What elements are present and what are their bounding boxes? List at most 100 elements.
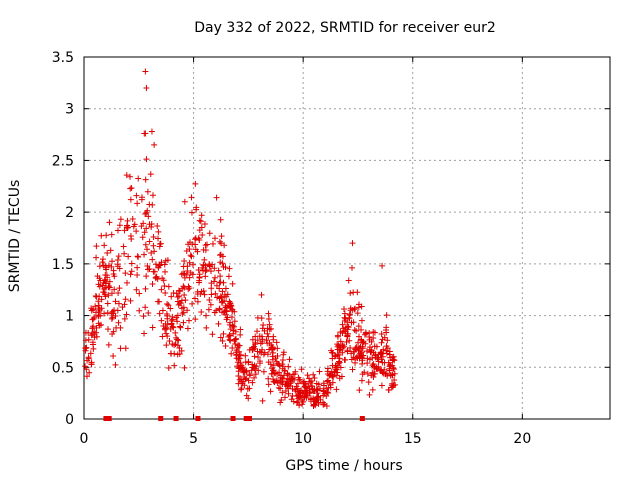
data-point [324, 365, 331, 372]
data-point [172, 329, 179, 336]
data-point [226, 332, 233, 339]
data-point [229, 345, 236, 352]
data-point [245, 359, 252, 366]
data-point [221, 242, 228, 249]
data-point [149, 280, 156, 287]
data-point [169, 323, 176, 330]
data-point [142, 130, 149, 137]
data-point [249, 336, 256, 343]
data-point [96, 263, 103, 270]
data-point [134, 272, 141, 279]
data-point [162, 326, 169, 333]
data-point [243, 367, 250, 374]
data-point [366, 391, 373, 398]
data-point [101, 285, 108, 292]
data-point [258, 349, 265, 356]
data-point [302, 390, 309, 397]
data-point [252, 371, 259, 378]
data-point [209, 240, 216, 247]
data-point [323, 403, 330, 410]
y-tick-label: 2.5 [52, 153, 74, 169]
data-point [135, 175, 142, 182]
data-point [141, 229, 148, 236]
data-point [127, 297, 134, 304]
data-point [351, 327, 358, 334]
data-point [219, 260, 226, 267]
data-point [102, 264, 109, 271]
data-point [320, 401, 327, 408]
data-point [217, 252, 224, 259]
data-point [185, 286, 192, 293]
data-point [196, 237, 203, 244]
data-point [101, 310, 108, 317]
data-point [280, 349, 287, 356]
data-point [128, 268, 135, 275]
data-point [211, 235, 218, 242]
data-point [194, 298, 201, 305]
data-point [232, 328, 239, 335]
data-point [88, 359, 95, 366]
data-point [112, 312, 119, 319]
data-point [174, 336, 181, 343]
data-point [111, 273, 118, 280]
data-point [82, 363, 89, 370]
data-point [117, 345, 124, 352]
data-point [342, 356, 349, 363]
data-point [134, 264, 141, 271]
data-point [181, 364, 188, 371]
data-point [346, 337, 353, 344]
data-point [370, 374, 377, 381]
data-point [97, 312, 104, 319]
data-point [85, 329, 92, 336]
data-point [90, 306, 97, 313]
data-point [324, 378, 331, 385]
data-point [109, 290, 116, 297]
data-point [235, 342, 242, 349]
data-point [107, 247, 114, 254]
data-point [144, 246, 151, 253]
data-point [161, 261, 168, 268]
data-point [161, 283, 168, 290]
data-point [105, 341, 112, 348]
data-point [356, 355, 363, 362]
data-point [209, 331, 216, 338]
data-point [275, 384, 282, 391]
data-point [384, 337, 391, 344]
data-point [337, 328, 344, 335]
data-point [366, 346, 373, 353]
data-point [336, 375, 343, 382]
data-point [219, 337, 226, 344]
data-point [91, 328, 98, 335]
data-point [361, 369, 368, 376]
data-point [110, 353, 117, 360]
data-point [389, 357, 396, 364]
data-point [315, 400, 322, 407]
data-point [191, 295, 198, 302]
data-point [102, 293, 109, 300]
data-point [142, 68, 149, 75]
data-point [359, 360, 366, 367]
data-point [260, 368, 267, 375]
data-point [174, 312, 181, 319]
data-point [293, 383, 300, 390]
data-point [358, 377, 365, 384]
data-point [334, 346, 341, 353]
data-point [150, 242, 157, 249]
data-point [256, 333, 263, 340]
data-point [356, 387, 363, 394]
data-point [279, 389, 286, 396]
data-point [184, 325, 191, 332]
data-point [296, 388, 303, 395]
baseline-marker [246, 416, 252, 421]
data-point [143, 85, 150, 92]
data-point [339, 344, 346, 351]
data-point [340, 343, 347, 350]
data-point [386, 361, 393, 368]
data-point [195, 266, 202, 273]
data-point [323, 385, 330, 392]
data-point [290, 398, 297, 405]
data-point [150, 192, 157, 199]
data-point [122, 296, 129, 303]
data-point [289, 375, 296, 382]
